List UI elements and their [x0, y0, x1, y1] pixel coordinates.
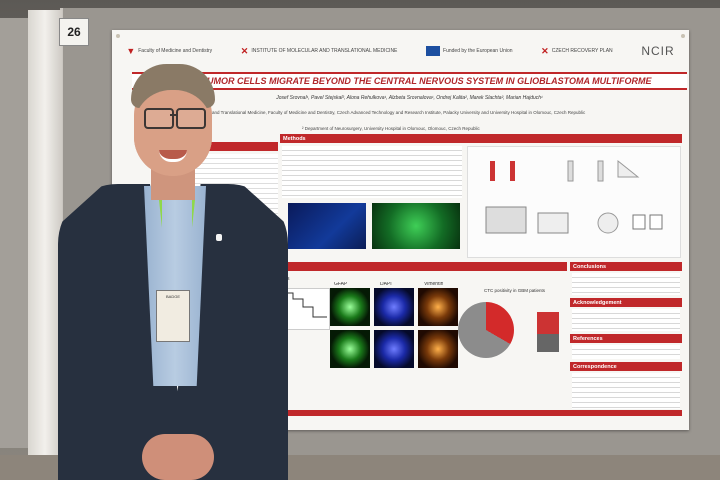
- blue-shirt: [144, 186, 206, 386]
- dapi-stain-image: [374, 288, 414, 326]
- conclusions-header: Conclusions: [570, 262, 682, 271]
- ncir-logo: NCIR: [641, 44, 675, 58]
- clasped-hands: [142, 434, 214, 480]
- poster-pin: [681, 34, 685, 38]
- poster-affiliation-2: ² Department of Neurosurgery, University…: [302, 126, 480, 131]
- workflow-svg: [485, 159, 663, 234]
- results-header: [247, 262, 567, 271]
- references-text: [572, 345, 680, 359]
- survival-curve-chart: [282, 288, 330, 330]
- references-header: References: [570, 334, 682, 343]
- faculty-logo: ▼ Faculty of Medicine and Dentistry: [126, 46, 213, 56]
- poster-affiliation: and Translational Medicine, Faculty of M…: [212, 110, 586, 115]
- presenter: BADGE: [28, 50, 288, 480]
- intro-section-header: [172, 142, 278, 151]
- board-number-tag: 26: [59, 18, 89, 46]
- lapel-pin: [216, 234, 222, 241]
- methods-workflow-diagram: [467, 146, 681, 258]
- vimentin-stain-image: [418, 330, 458, 368]
- vimentin-label: Vimentin: [424, 282, 444, 287]
- poster-title: G TUMOR CELLS MIGRATE BEYOND THE CENTRAL…: [132, 72, 687, 90]
- vimentin-stain-image: [418, 288, 458, 326]
- ctc-pie-chart: [458, 302, 514, 358]
- acknowledgement-text: [572, 309, 680, 331]
- gfap-stain-image: [330, 288, 370, 326]
- acknowledgement-header: Acknowledgement: [570, 298, 682, 307]
- eu-logo: Funded by the European Union: [426, 46, 513, 56]
- survival-curve-svg: [285, 292, 327, 318]
- gfap-stain-image: [330, 330, 370, 368]
- imtm-logo: ✕ INSTITUTE OF MOLECULAR AND TRANSLATIONA…: [240, 45, 398, 56]
- gfap-label: GFAP: [334, 282, 348, 287]
- correspondence-header: Correspondence: [570, 362, 682, 371]
- ctc-positivity-label: CTC positivity in GBM patients: [484, 288, 546, 293]
- poster-footer-bar: [247, 410, 682, 416]
- glasses-bridge: [170, 114, 178, 116]
- display-pole: [28, 10, 62, 480]
- ctc-bar: [537, 312, 559, 352]
- conclusions-text: [572, 273, 680, 295]
- face-lower: [134, 90, 212, 176]
- conference-badge: BADGE: [156, 290, 190, 342]
- glasses-left-lens: [144, 108, 174, 129]
- dapi-label: DAPI: [380, 282, 392, 287]
- methods-header: Methods: [280, 134, 682, 143]
- poster-pin: [116, 34, 120, 38]
- methods-text: [282, 146, 462, 198]
- recovery-plan-logo: ✕ CZECH RECOVERY PLAN: [541, 45, 613, 56]
- poster-authors: Josef Srovnal¹, Pavel Stejskal², Alona R…: [276, 95, 543, 101]
- glasses-right-lens: [176, 108, 206, 129]
- correspondence-text: [572, 373, 680, 409]
- microscopy-image-blue: [288, 203, 366, 249]
- smile: [159, 150, 187, 162]
- poster-logo-row: ▼ Faculty of Medicine and Dentistry ✕ INST…: [112, 30, 689, 72]
- microscopy-image-green: [372, 203, 460, 249]
- dapi-stain-image: [374, 330, 414, 368]
